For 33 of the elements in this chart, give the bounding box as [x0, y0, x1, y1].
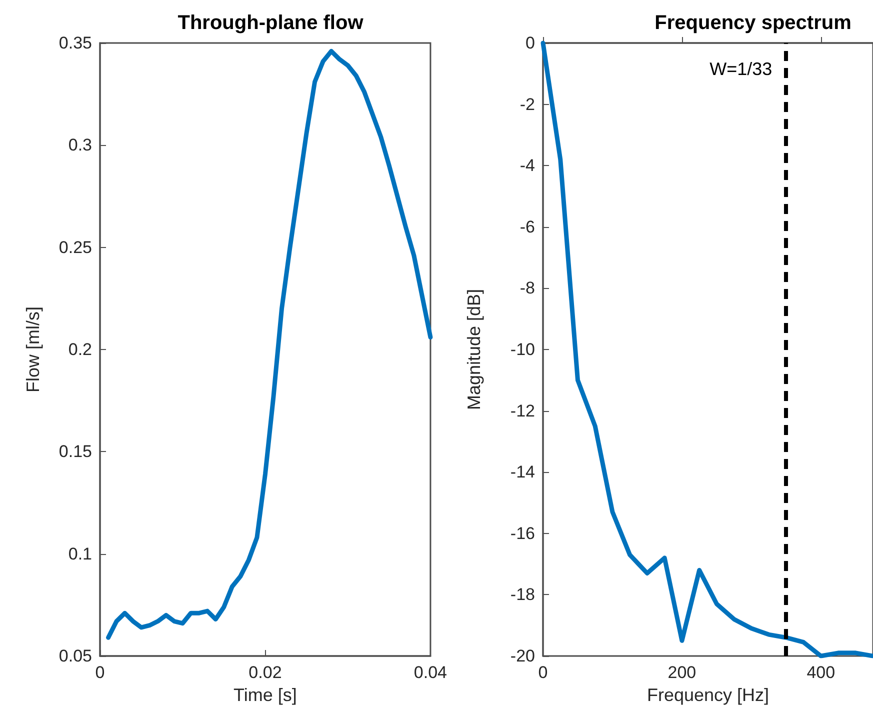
y-tick-label: -6	[520, 217, 535, 236]
y-axis-title: Flow [ml/s]	[23, 306, 43, 393]
y-tick-label: -12	[510, 401, 535, 420]
y-tick-label: 0.35	[58, 34, 92, 52]
y-tick-label: -20	[510, 646, 535, 666]
y-tick-label: -4	[520, 156, 535, 176]
y-tick-label: 0.1	[68, 544, 92, 564]
x-tick-label: 0.04	[414, 663, 448, 682]
y-axis-title: Magnitude [dB]	[464, 288, 484, 410]
x-tick-label: 0.02	[248, 663, 282, 682]
x-axis-title: Time [s]	[234, 685, 297, 705]
y-tick-label: 0.15	[58, 442, 92, 462]
chart-title: Frequency spectrum	[654, 12, 852, 34]
line-series	[540, 40, 873, 658]
chart-title: Through-plane flow	[178, 12, 364, 34]
y-tick-label: 0.05	[58, 646, 92, 666]
x-tick-label: 0	[95, 663, 105, 682]
x-tick-label: 200	[668, 663, 696, 682]
y-tick-label: -8	[520, 278, 535, 298]
annotation: W=1/33	[710, 59, 772, 80]
y-tick-label: -10	[510, 340, 535, 359]
x-axis-title: Frequency [Hz]	[646, 685, 770, 705]
y-tick-label: 0.25	[58, 238, 92, 257]
y-tick-label: -14	[510, 462, 535, 482]
y-tick-label: 0	[526, 34, 535, 52]
x-tick-label: 400	[806, 663, 836, 682]
y-tick-label: -16	[510, 524, 535, 543]
y-tick-label: 0.3	[68, 136, 92, 155]
y-tick-label: -2	[520, 94, 535, 114]
line-series	[106, 48, 433, 640]
y-tick-label: -18	[510, 585, 535, 604]
y-tick-label: 0.2	[68, 340, 92, 359]
x-tick-label: 0	[538, 663, 548, 682]
